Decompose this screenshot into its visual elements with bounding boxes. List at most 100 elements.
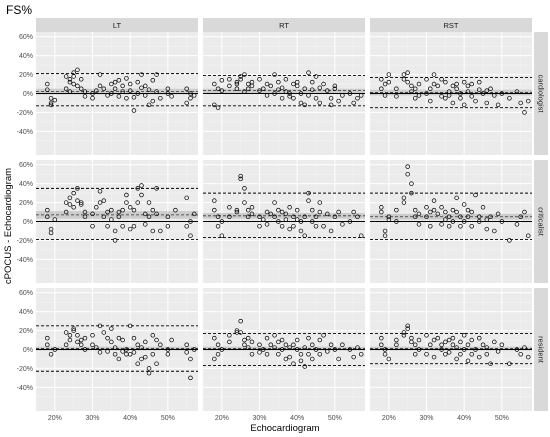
data-point <box>234 79 240 85</box>
x-tick-label: 30% <box>86 415 100 422</box>
data-point <box>379 86 384 92</box>
data-point <box>268 83 274 89</box>
data-point <box>227 205 232 210</box>
data-point <box>428 98 433 104</box>
data-point <box>227 333 232 338</box>
data-point <box>382 233 388 238</box>
data-point <box>328 102 334 108</box>
y-tick-label: 40% <box>19 53 33 60</box>
data-point <box>416 81 422 87</box>
data-point <box>264 222 270 227</box>
data-point <box>310 79 315 85</box>
data-point <box>165 223 171 229</box>
row-strip <box>534 160 548 283</box>
data-point <box>306 70 311 75</box>
data-point <box>124 192 129 198</box>
row-strip <box>534 32 548 155</box>
data-point <box>234 81 240 87</box>
data-point <box>67 77 73 82</box>
data-point <box>291 361 296 366</box>
data-point <box>450 335 456 341</box>
data-point <box>435 335 441 341</box>
data-point <box>90 223 95 229</box>
data-point <box>458 223 463 229</box>
data-point <box>283 77 289 82</box>
data-point <box>461 219 467 224</box>
data-point <box>351 354 356 360</box>
data-point <box>477 335 482 341</box>
data-point <box>454 345 459 350</box>
data-point <box>401 200 407 205</box>
data-point <box>219 219 225 224</box>
data-point <box>394 337 399 343</box>
data-point <box>135 186 140 191</box>
data-point <box>522 209 527 215</box>
data-point <box>405 326 410 331</box>
data-point <box>67 337 73 343</box>
x-tick-label: 40% <box>123 415 137 422</box>
data-point <box>120 349 125 354</box>
data-point <box>242 342 247 348</box>
data-point <box>321 223 326 229</box>
data-point <box>428 342 433 348</box>
data-point <box>458 95 463 101</box>
data-point <box>272 200 277 205</box>
data-point <box>188 95 193 101</box>
data-point <box>488 86 493 92</box>
data-point <box>283 356 289 362</box>
data-point <box>283 89 289 94</box>
data-point <box>150 351 156 357</box>
data-point <box>351 100 356 106</box>
data-point <box>412 207 418 213</box>
data-point <box>469 94 474 99</box>
data-point <box>219 88 225 93</box>
data-point <box>461 102 467 108</box>
data-point <box>268 211 274 217</box>
data-point <box>525 98 531 104</box>
data-point <box>238 173 243 179</box>
data-point <box>454 81 459 87</box>
data-point <box>279 337 285 343</box>
data-point <box>165 214 171 220</box>
data-point <box>238 77 243 82</box>
data-point <box>249 211 255 217</box>
data-point <box>514 222 520 227</box>
data-point <box>124 95 129 101</box>
data-point <box>188 375 193 381</box>
data-point <box>469 209 474 215</box>
y-tick-label: -40% <box>17 129 33 136</box>
data-point <box>191 93 197 98</box>
data-point <box>336 356 341 362</box>
data-point <box>135 361 140 366</box>
data-point <box>412 86 418 92</box>
data-point <box>67 195 73 201</box>
data-point <box>184 100 189 106</box>
data-point <box>394 219 399 224</box>
data-point <box>477 79 482 85</box>
data-point <box>443 79 448 85</box>
data-point <box>82 335 88 341</box>
data-point <box>325 88 330 93</box>
data-point <box>135 91 140 96</box>
data-point <box>465 83 471 89</box>
data-point <box>154 361 159 366</box>
data-point <box>127 226 133 232</box>
data-point <box>416 347 422 352</box>
data-point <box>386 214 392 220</box>
data-point <box>169 94 174 99</box>
data-point <box>101 86 107 92</box>
data-point <box>477 214 482 220</box>
data-point <box>109 326 114 331</box>
data-point <box>454 356 459 362</box>
data-point <box>45 335 50 341</box>
data-point <box>227 83 232 89</box>
data-point <box>139 183 144 188</box>
data-point <box>394 86 399 92</box>
data-point <box>215 342 221 348</box>
data-point <box>465 214 471 220</box>
data-point <box>131 350 137 355</box>
data-point <box>78 86 84 92</box>
data-point <box>443 95 448 101</box>
data-point <box>382 351 388 357</box>
data-point <box>302 364 307 369</box>
